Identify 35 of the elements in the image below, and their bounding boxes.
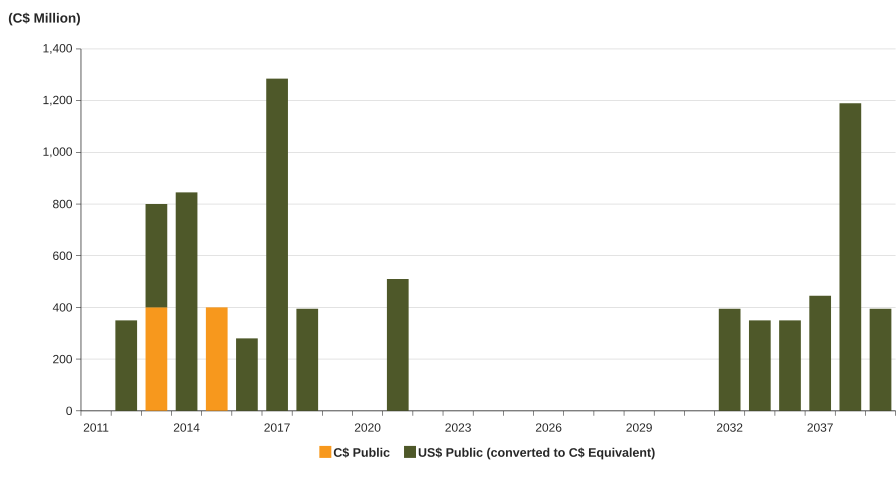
bar bbox=[176, 192, 198, 411]
bar bbox=[236, 338, 258, 411]
bar bbox=[146, 308, 168, 411]
chart-title: (C$ Million) bbox=[8, 12, 80, 26]
x-tick-label: 2023 bbox=[445, 423, 471, 432]
bar bbox=[779, 320, 801, 411]
y-tick-label: 1,400 bbox=[43, 44, 72, 54]
x-tick-label: 2037 bbox=[807, 423, 833, 432]
bar bbox=[146, 204, 168, 308]
y-tick-label: 1,200 bbox=[43, 96, 72, 106]
x-tick-label: 2032 bbox=[716, 423, 742, 432]
x-tick-label: 2020 bbox=[354, 423, 380, 432]
bar bbox=[266, 78, 288, 411]
y-tick-label: 400 bbox=[52, 303, 72, 312]
bar bbox=[748, 320, 771, 411]
bar bbox=[809, 296, 832, 411]
y-tick-label: 0 bbox=[66, 406, 72, 416]
x-tick-label: 2029 bbox=[626, 423, 652, 432]
x-tick-label: 2014 bbox=[174, 423, 200, 432]
bar bbox=[296, 308, 318, 411]
bar bbox=[839, 103, 862, 411]
bar bbox=[115, 320, 138, 411]
x-tick-label: 2011 bbox=[84, 423, 108, 432]
y-tick-label: 200 bbox=[53, 354, 72, 364]
bar bbox=[386, 279, 409, 411]
y-tick-label: 1,000 bbox=[43, 148, 72, 158]
x-tick-label: 2026 bbox=[536, 423, 562, 432]
bar bbox=[718, 308, 741, 411]
bar bbox=[870, 308, 892, 411]
x-tick-label: 2017 bbox=[264, 423, 290, 432]
legend-label: C$ Public bbox=[334, 448, 390, 458]
y-tick-label: 600 bbox=[53, 252, 72, 260]
bar bbox=[206, 308, 228, 411]
y-tick-label: 800 bbox=[53, 200, 72, 208]
legend-label: US$ Public (converted to C$ Equivalent) bbox=[418, 448, 655, 460]
